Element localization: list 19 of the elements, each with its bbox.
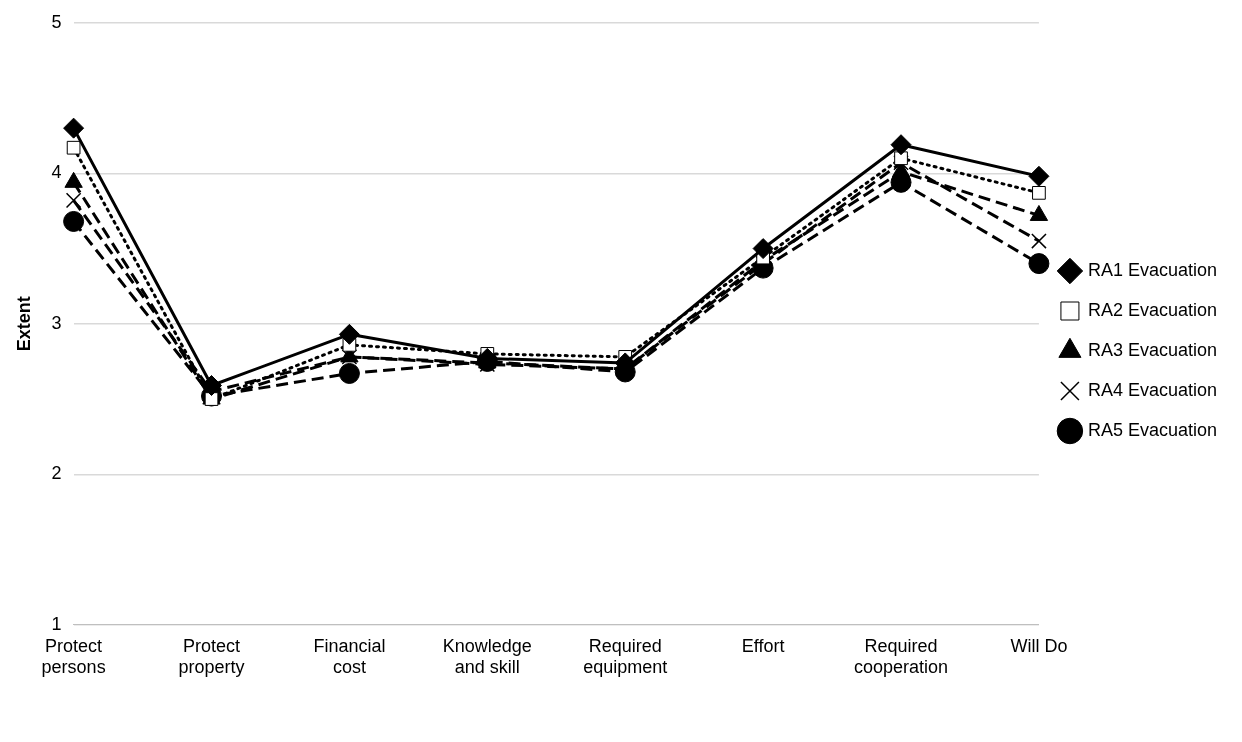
x-tick-label: Effort (741, 635, 785, 656)
x-tick-label: Financial cost (313, 635, 386, 678)
x-tick-label: Protect property (178, 635, 245, 678)
y-tick-label: 5 (51, 11, 62, 32)
legend-label: RA3 Evacuation (1087, 339, 1217, 360)
x-tick-label: Knowledge and skill (442, 635, 532, 678)
y-tick-label: 4 (51, 162, 62, 183)
x-tick-label: Required cooperation (853, 635, 949, 678)
y-axis-title: Extent (13, 296, 34, 352)
y-tick-label: 3 (51, 312, 62, 333)
y-tick-label: 1 (51, 613, 62, 634)
legend-label: RA1 Evacuation (1087, 259, 1217, 280)
legend-label: RA5 Evacuation (1087, 419, 1217, 440)
x-tick-label: Required equipment (583, 635, 668, 678)
y-tick-label: 2 (51, 463, 62, 484)
legend-label: RA2 Evacuation (1087, 299, 1217, 320)
x-tick-label: Will Do (1010, 635, 1068, 656)
legend-label: RA4 Evacuation (1087, 379, 1217, 400)
x-tick-label: Protect persons (41, 635, 106, 678)
